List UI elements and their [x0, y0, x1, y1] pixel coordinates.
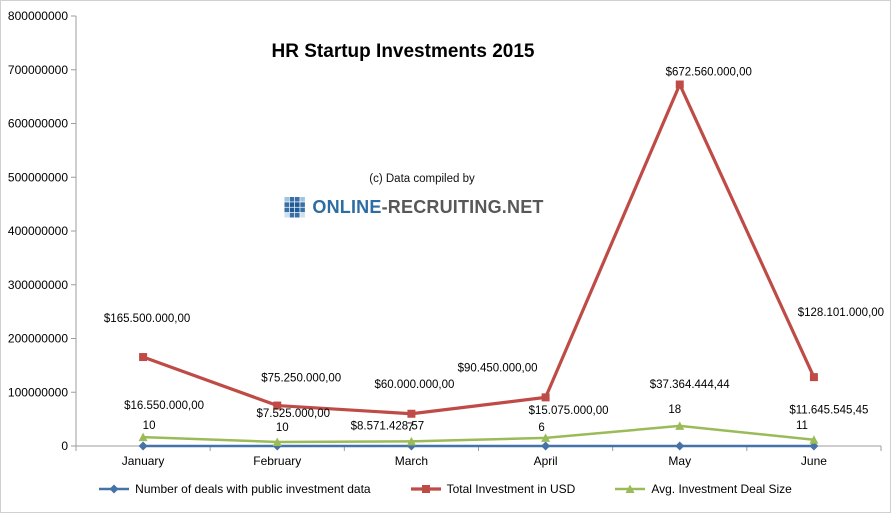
chart-title: HR Startup Investments 2015	[271, 41, 535, 62]
y-tick-label: 700000000	[8, 63, 68, 77]
data-label: $15.075.000,00	[529, 405, 609, 417]
data-label: $60.000.000,00	[374, 379, 454, 391]
diamond-marker-icon	[675, 441, 685, 451]
data-label: 10	[276, 422, 289, 434]
legend-diamond-marker-icon	[99, 484, 130, 494]
x-category-label: February	[253, 454, 301, 468]
square-marker-icon	[407, 409, 416, 418]
square-marker-icon	[541, 393, 550, 402]
x-category-label: April	[534, 454, 558, 468]
diamond-marker-icon	[541, 441, 551, 451]
data-label: $75.250.000,00	[261, 373, 341, 385]
legend-square-marker-icon	[410, 485, 441, 493]
data-label: $90.450.000,00	[458, 362, 538, 374]
triangle-marker-icon	[406, 436, 416, 446]
triangle-marker-icon	[675, 421, 685, 430]
legend-item: Total Investment in USD	[410, 482, 576, 496]
data-label: $16.550.000,00	[124, 400, 204, 412]
watermark-credit: (c) Data compiled by	[369, 173, 475, 185]
watermark-brand: ONLINE-RECRUITING.NET	[284, 197, 543, 218]
diamond-marker-icon	[138, 441, 148, 451]
triangle-marker-icon	[138, 432, 148, 442]
brand-secondary-text: -RECRUITING	[381, 197, 502, 217]
legend-label: Total Investment in USD	[446, 482, 576, 496]
square-marker-icon	[421, 485, 430, 493]
brand-suffix-text: .NET	[501, 197, 544, 217]
x-category-label: May	[668, 454, 691, 468]
data-label: 7	[407, 422, 413, 434]
brand-primary-text: ONLINE	[312, 197, 382, 217]
triangle-marker-icon	[625, 484, 635, 493]
square-marker-icon	[809, 373, 818, 382]
legend: Number of deals with public investment d…	[1, 482, 890, 496]
brand-text: ONLINE-RECRUITING.NET	[312, 197, 543, 218]
y-tick-label: 600000000	[8, 117, 68, 131]
data-label: $8.571.428,57	[351, 420, 425, 432]
y-tick-label: 300000000	[8, 278, 68, 292]
data-label: 18	[668, 404, 681, 416]
legend-label: Avg. Investment Deal Size	[651, 482, 792, 496]
y-tick-label: 200000000	[8, 332, 68, 346]
triangle-marker-icon	[272, 437, 282, 446]
y-tick-label: 0	[61, 439, 68, 453]
x-category-label: March	[395, 454, 428, 468]
data-label: $165.500.000,00	[104, 313, 190, 325]
diamond-marker-icon	[809, 441, 819, 451]
legend-triangle-marker-icon	[615, 484, 646, 493]
data-label: $128.101.000,00	[798, 307, 884, 319]
data-label: $11.645.545,45	[789, 405, 868, 417]
series-line-2	[143, 424, 815, 444]
series-line-1	[142, 82, 816, 416]
y-tick-label: 500000000	[8, 170, 68, 184]
y-tick-label: 100000000	[8, 385, 68, 399]
legend-item: Number of deals with public investment d…	[99, 482, 371, 496]
legend-label: Number of deals with public investment d…	[135, 482, 371, 496]
data-label: 10	[143, 420, 156, 432]
brand-logo-icon	[284, 197, 305, 218]
triangle-marker-icon	[541, 433, 551, 442]
triangle-marker-icon	[809, 435, 819, 444]
diamond-marker-icon	[109, 484, 119, 494]
data-label: $37.364.444,44	[650, 379, 731, 391]
square-marker-icon	[675, 80, 684, 89]
data-label: $7.525.000,00	[256, 408, 330, 420]
x-category-label: June	[801, 454, 827, 468]
data-label: 11	[796, 420, 808, 432]
y-tick-label: 400000000	[8, 224, 68, 238]
data-label: 6	[538, 422, 544, 434]
square-marker-icon	[273, 401, 282, 410]
square-marker-icon	[139, 353, 148, 362]
x-category-label: January	[122, 454, 165, 468]
y-tick-label: 800000000	[8, 9, 68, 23]
legend-item: Avg. Investment Deal Size	[615, 482, 792, 496]
data-label: $672.560.000,00	[666, 66, 752, 78]
